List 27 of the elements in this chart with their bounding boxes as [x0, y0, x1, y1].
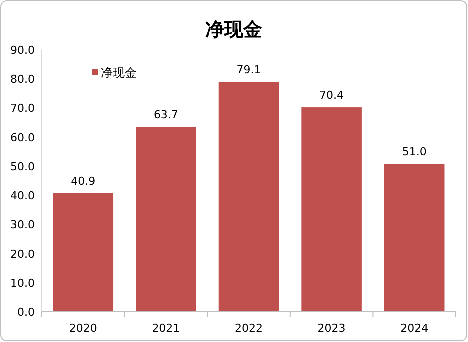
bar — [218, 81, 280, 312]
y-tick-label: 0.0 — [18, 306, 35, 319]
y-tick-label: 40.0 — [10, 190, 35, 203]
x-tick-label: 2021 — [152, 322, 180, 335]
bar — [383, 163, 446, 312]
x-tick-label: 2024 — [400, 322, 429, 335]
bar — [300, 106, 363, 312]
y-tick-label: 60.0 — [10, 131, 35, 144]
data-label: 63.7 — [154, 108, 178, 122]
data-label: 79.1 — [236, 64, 262, 77]
x-tick-label: 2023 — [318, 322, 346, 335]
x-tick-label: 2020 — [69, 322, 98, 335]
y-tick-label: 30.0 — [10, 218, 35, 232]
y-tick-label: 80.0 — [10, 73, 35, 86]
legend-label: 净现金 — [101, 66, 137, 80]
data-label: 40.9 — [71, 174, 96, 188]
data-label: 70.4 — [320, 89, 344, 102]
y-tick-label: 90.0 — [10, 44, 35, 57]
y-tick-label: 50.0 — [10, 160, 35, 174]
chart-title: 净现金 — [206, 19, 262, 41]
y-tick-label: 70.0 — [10, 102, 35, 116]
y-tick-label: 20.0 — [10, 248, 35, 261]
y-tick-label: 10.0 — [10, 276, 35, 290]
data-label: 51.0 — [402, 146, 427, 159]
x-tick-label: 2022 — [235, 322, 263, 335]
bar — [135, 126, 198, 312]
bar — [52, 192, 115, 312]
